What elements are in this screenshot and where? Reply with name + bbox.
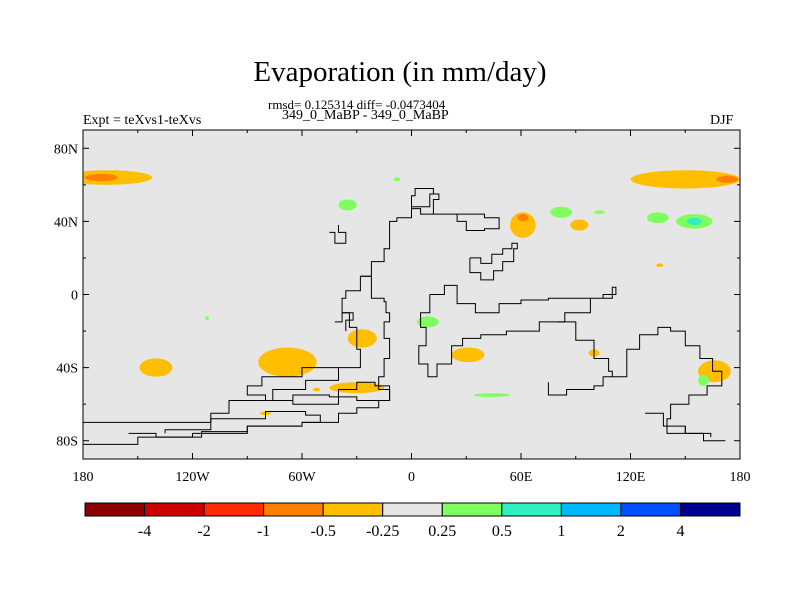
colorbar-box: [560, 502, 622, 517]
map-background: [83, 130, 740, 459]
x-tick-label: 0: [408, 470, 415, 485]
colorbar-box: [679, 502, 741, 517]
coastline: [469, 242, 518, 281]
y-tick-label: 40N: [54, 215, 78, 230]
stats-label: rmsd= 0.125314 diff= -0.0473404: [268, 97, 446, 112]
experiment-label: Expt = teXvs1-teXvs: [83, 113, 202, 128]
y-tick-label: 80S: [56, 435, 78, 450]
colorbar-box: [84, 502, 146, 517]
anomaly-patch: [687, 217, 702, 226]
coastline: [645, 412, 712, 438]
coastline: [612, 326, 726, 442]
anomaly-patch: [656, 263, 664, 268]
x-axis: 180 120W 60W 0 60E 120E 180: [73, 130, 751, 485]
colorbar-box: [144, 502, 205, 517]
anomaly-patch: [393, 177, 401, 182]
anomaly-patch: [451, 347, 485, 363]
y-tick-label: 0: [71, 289, 78, 304]
colorbar-box: [203, 502, 265, 517]
anomaly-patch: [139, 358, 173, 377]
x-tick-label: 60E: [510, 470, 533, 485]
y-tick-label: 40S: [56, 362, 78, 377]
coastline: [360, 188, 500, 277]
colorbar-box: [263, 502, 324, 517]
anomaly-patch: [258, 347, 317, 377]
colorbar-label: -4: [138, 523, 151, 540]
coastline: [329, 225, 347, 244]
anomaly-patch: [698, 374, 709, 386]
anomaly-patch: [517, 214, 529, 222]
anomaly-patch: [473, 393, 511, 397]
colorbar-box: [322, 502, 384, 517]
colorbar-label: 0.25: [428, 523, 456, 540]
season-label: DJF: [710, 113, 734, 128]
colorbar-label: 2: [617, 523, 625, 540]
coastline: [418, 284, 617, 378]
anomaly-patch: [550, 206, 573, 218]
coastlines: [83, 188, 726, 445]
colorbar-box: [501, 502, 562, 517]
coastline: [83, 275, 391, 445]
coastline: [334, 312, 354, 332]
x-tick-label: 180: [73, 470, 94, 485]
colorbar-label: 1: [557, 523, 565, 540]
anomaly-patch: [347, 329, 377, 348]
colorbar-label: -1: [257, 523, 270, 540]
anomaly-patch: [312, 387, 321, 392]
colorbar-label: -2: [197, 523, 210, 540]
y-tick-label: 80N: [54, 142, 78, 157]
anomaly-patch: [338, 199, 357, 211]
anomaly-patch: [84, 173, 118, 182]
x-tick-label: 60W: [288, 470, 316, 485]
colorbar-label: -0.25: [366, 523, 399, 540]
anomaly-patch: [570, 219, 589, 231]
anomaly-patch: [205, 316, 209, 321]
colorbar: -4 -2 -1 -0.5 -0.25 0.25 0.5 1 2 4: [84, 502, 741, 540]
anomaly-patch: [416, 316, 439, 328]
x-tick-label: 120E: [616, 470, 646, 485]
anomaly-patch: [510, 212, 536, 238]
colorbar-label: 0.5: [492, 523, 512, 540]
anomaly-patch: [594, 210, 605, 215]
coastline: [128, 411, 321, 438]
anomaly-patches: [83, 170, 740, 416]
anomaly-patch: [630, 170, 740, 189]
chart-subtitle: 349_0_MaBP - 349_0_MaBP: [282, 108, 449, 123]
anomaly-patch: [646, 212, 669, 224]
x-tick-label: 120W: [175, 470, 210, 485]
anomaly-patch: [716, 175, 739, 184]
colorbar-label: -0.5: [311, 523, 336, 540]
x-tick-label: 180: [730, 470, 751, 485]
colorbar-label: 4: [676, 523, 684, 540]
coastline: [246, 367, 391, 405]
colorbar-box: [382, 502, 443, 517]
colorbar-box: [620, 502, 681, 517]
y-axis: 80N 40N 0 40S 80S: [54, 142, 740, 450]
colorbar-box: [441, 502, 503, 517]
chart-title: Evaporation (in mm/day): [253, 56, 547, 88]
